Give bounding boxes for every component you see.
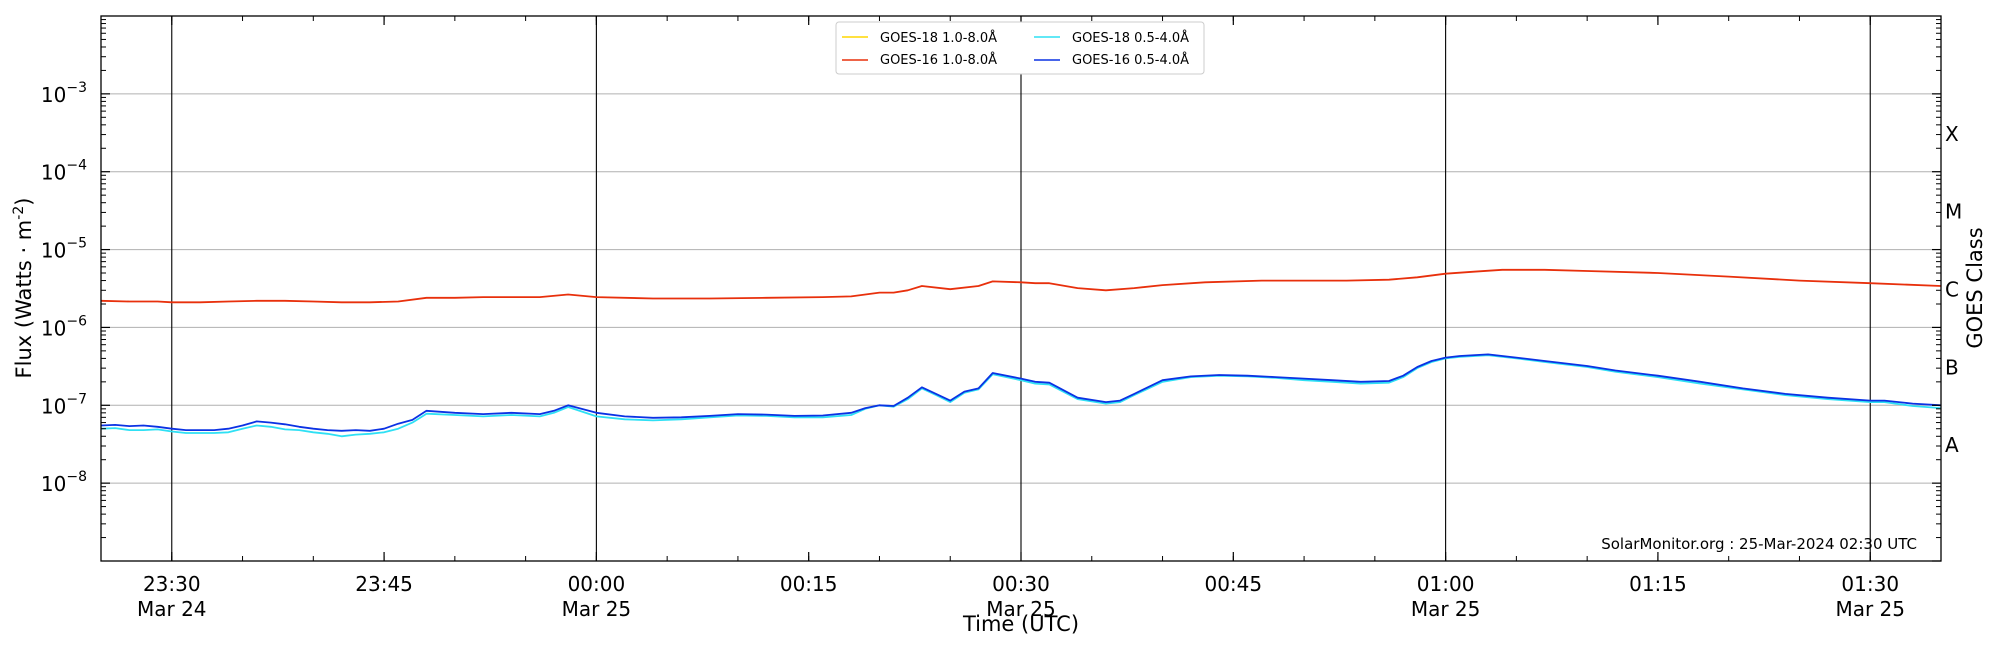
goes-class-label: B (1945, 355, 1959, 379)
y-tick-label-exponent: −5 (66, 236, 87, 252)
x-tick-label: 00:45 (1204, 572, 1262, 596)
y-tick-label-base: 10 (41, 239, 66, 263)
x-tick-label: 01:30 (1841, 572, 1899, 596)
x-tick-date-label: Mar 25 (1411, 597, 1481, 621)
series-lines (100, 268, 1942, 438)
y-tick-label-base: 10 (41, 394, 66, 418)
x-axis-label: Time (UTC) (962, 612, 1079, 636)
legend-box (835, 21, 1205, 75)
x-tick-label: 00:30 (992, 572, 1050, 596)
x-tick-label: 00:00 (568, 572, 626, 596)
y-tick-label: 10−4 (41, 158, 87, 185)
legend-label-goes18-long: GOES-18 1.0-8.0Å (880, 30, 997, 46)
x-tick-label: 23:45 (355, 572, 413, 596)
y-tick-label-base: 10 (41, 472, 66, 496)
x-tick-date-label: Mar 25 (1835, 597, 1905, 621)
y-tick-label-exponent: −4 (66, 158, 87, 174)
x-tick-date-label: Mar 25 (986, 597, 1056, 621)
y-tick-label-base: 10 (41, 161, 66, 185)
x-tick-label: 01:15 (1629, 572, 1687, 596)
legend-label-goes18-short: GOES-18 0.5-4.0Å (1072, 30, 1189, 46)
goes-class-label: M (1945, 200, 1962, 224)
y-axis-label-close: ) (12, 198, 36, 206)
y-tick-label: 10−7 (41, 391, 87, 418)
y-tick-label-exponent: −8 (66, 469, 87, 485)
y-axis-label: Flux (Watts · m-2) (11, 198, 36, 379)
x-tick-label: 23:30 (143, 572, 201, 596)
goes-class-label: A (1945, 433, 1959, 457)
credit-text: SolarMonitor.org : 25-Mar-2024 02:30 UTC (1601, 535, 1917, 553)
y-tick-label-base: 10 (41, 316, 66, 340)
goes-class-labels: A B C M X (1945, 122, 1962, 457)
y-tick-label-exponent: −3 (66, 80, 87, 96)
goes-class-axis-label: GOES Class (1963, 227, 1987, 348)
series-line (100, 268, 1942, 304)
goes-class-label: C (1945, 278, 1959, 302)
y-tick-label-exponent: −6 (66, 313, 87, 329)
x-tick-date-label: Mar 25 (562, 597, 632, 621)
y-tick-label: 10−8 (41, 469, 87, 496)
y-tick-label-exponent: −7 (66, 391, 87, 407)
y-tick-label: 10−6 (41, 313, 87, 340)
y-axis-label-exponent: -2 (11, 206, 27, 220)
series-line (100, 353, 1942, 432)
legend-label-goes16-long: GOES-16 1.0-8.0Å (880, 52, 997, 68)
day-vertical-lines (171, 16, 1871, 561)
legend: GOES-18 1.0-8.0Å GOES-16 1.0-8.0Å GOES-1… (835, 21, 1205, 75)
goes-class-label: X (1945, 122, 1959, 146)
y-tick-label-base: 10 (41, 83, 66, 107)
legend-label-goes16-short: GOES-16 0.5-4.0Å (1072, 52, 1189, 68)
x-tick-label: 00:15 (780, 572, 838, 596)
x-tick-date-label: Mar 24 (137, 597, 207, 621)
y-tick-label: 10−3 (41, 80, 87, 107)
x-tick-label: 01:00 (1417, 572, 1475, 596)
y-tick-label: 10−5 (41, 236, 87, 263)
y-axis-ticks: 10−810−710−610−510−410−3 (41, 19, 1941, 562)
y-axis-label-main: Flux (Watts · m (12, 220, 36, 379)
